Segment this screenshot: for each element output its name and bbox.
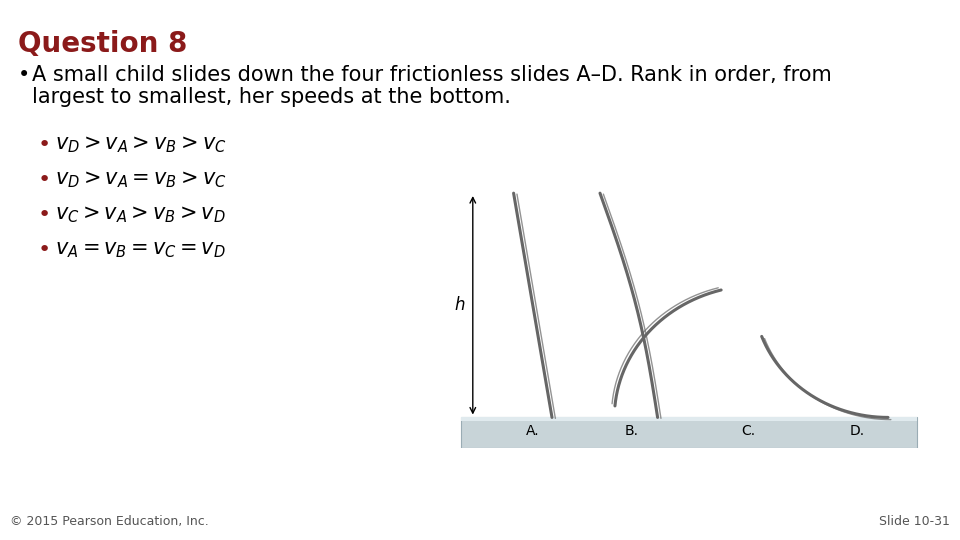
Text: •: • (38, 170, 51, 190)
Bar (461, 417, 917, 421)
Text: $h$: $h$ (454, 296, 466, 314)
Text: $v_D > v_A > v_B > v_C$: $v_D > v_A > v_B > v_C$ (55, 134, 227, 156)
Text: •: • (38, 240, 51, 260)
Text: © 2015 Pearson Education, Inc.: © 2015 Pearson Education, Inc. (10, 515, 208, 528)
Text: largest to smallest, her speeds at the bottom.: largest to smallest, her speeds at the b… (32, 87, 511, 107)
Text: •: • (38, 205, 51, 225)
Text: C.: C. (742, 424, 756, 438)
Text: •: • (38, 135, 51, 155)
Text: A.: A. (526, 424, 540, 438)
Text: $v_C > v_A > v_B > v_D$: $v_C > v_A > v_B > v_D$ (55, 205, 226, 225)
Text: $v_D > v_A = v_B > v_C$: $v_D > v_A = v_B > v_C$ (55, 170, 227, 190)
Text: $v_A = v_B = v_C = v_D$: $v_A = v_B = v_C = v_D$ (55, 240, 226, 260)
Text: •: • (18, 65, 31, 85)
Bar (461, 417, 917, 448)
Text: Slide 10-31: Slide 10-31 (879, 515, 950, 528)
Text: B.: B. (624, 424, 638, 438)
Text: D.: D. (850, 424, 864, 438)
Text: A small child slides down the four frictionless slides A–D. Rank in order, from: A small child slides down the four frict… (32, 65, 831, 85)
Text: Question 8: Question 8 (18, 30, 187, 58)
